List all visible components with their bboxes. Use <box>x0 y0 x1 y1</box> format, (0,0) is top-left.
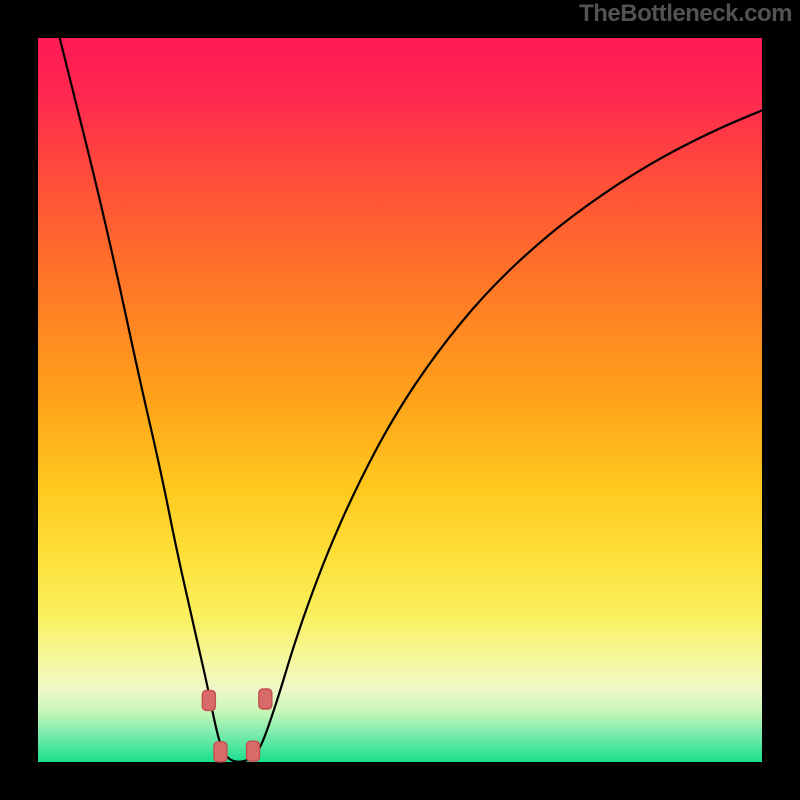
outlier-marker <box>214 742 227 762</box>
outlier-marker <box>259 689 272 709</box>
chart-svg <box>0 0 800 800</box>
outlier-marker <box>202 690 215 710</box>
chart-root: TheBottleneck.com <box>0 0 800 800</box>
plot-background <box>38 38 762 762</box>
outlier-marker <box>247 741 260 761</box>
watermark-text: TheBottleneck.com <box>579 0 792 28</box>
